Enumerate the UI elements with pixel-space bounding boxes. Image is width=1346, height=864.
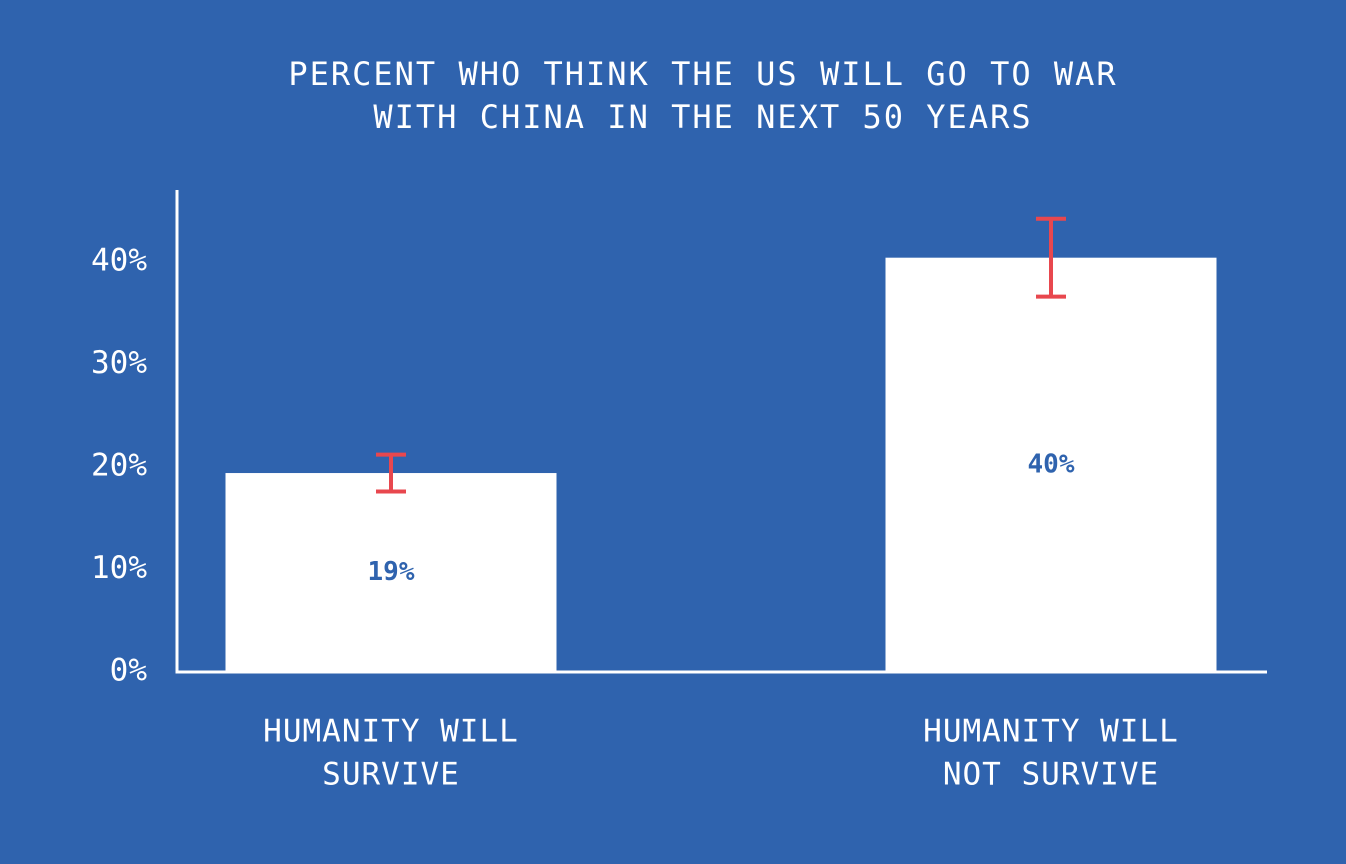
x-tick-label: HUMANITY WILL bbox=[923, 714, 1179, 750]
error-bar bbox=[376, 452, 406, 494]
chart-title: WITH CHINA IN THE NEXT 50 YEARS bbox=[373, 98, 1032, 136]
value-label: 40% bbox=[1028, 449, 1075, 479]
chart-title: PERCENT WHO THINK THE US WILL GO TO WAR bbox=[288, 55, 1117, 93]
bar bbox=[885, 257, 1217, 672]
y-tick-label: 10% bbox=[91, 550, 147, 586]
x-tick-label: SURVIVE bbox=[322, 757, 460, 793]
x-tick-label: HUMANITY WILL bbox=[263, 714, 519, 750]
y-tick-label: 40% bbox=[91, 242, 147, 278]
error-bar bbox=[1036, 216, 1066, 299]
y-tick-label: 20% bbox=[91, 447, 147, 483]
value-label: 19% bbox=[368, 557, 415, 587]
bar bbox=[225, 473, 557, 672]
x-tick-label: NOT SURVIVE bbox=[943, 757, 1159, 793]
y-tick-label: 0% bbox=[110, 653, 148, 689]
y-tick-label: 30% bbox=[91, 345, 147, 381]
